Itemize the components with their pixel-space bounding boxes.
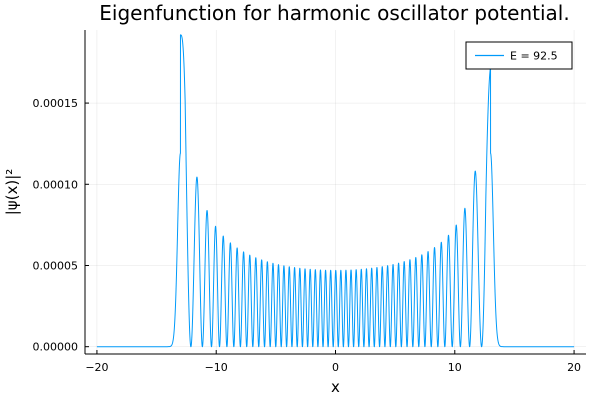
y-tick-label: 0.00005 xyxy=(33,259,79,272)
chart-title: Eigenfunction for harmonic oscillator po… xyxy=(99,1,569,25)
x-tick-label: −10 xyxy=(205,361,228,374)
series-line xyxy=(96,34,575,348)
y-tick-label: 0.00015 xyxy=(33,97,79,110)
y-axis-label: |ψ(x)|² xyxy=(3,169,21,216)
y-tick-label: 0.00000 xyxy=(33,341,79,354)
legend: E = 92.5 xyxy=(465,41,573,70)
y-tick-label: 0.00010 xyxy=(33,178,79,191)
x-tick-label: 20 xyxy=(567,361,581,374)
grid xyxy=(85,30,586,354)
legend-label: E = 92.5 xyxy=(510,50,558,63)
x-tick-label: −20 xyxy=(85,361,108,374)
axes: −20 −10 0 10 20 0.00000 0.00005 0.00010 0.00015 xyxy=(33,30,586,374)
x-tick-label: 10 xyxy=(448,361,462,374)
x-tick-label: 0 xyxy=(332,361,339,374)
x-axis-label: x xyxy=(331,378,340,396)
series-layer xyxy=(96,34,575,348)
